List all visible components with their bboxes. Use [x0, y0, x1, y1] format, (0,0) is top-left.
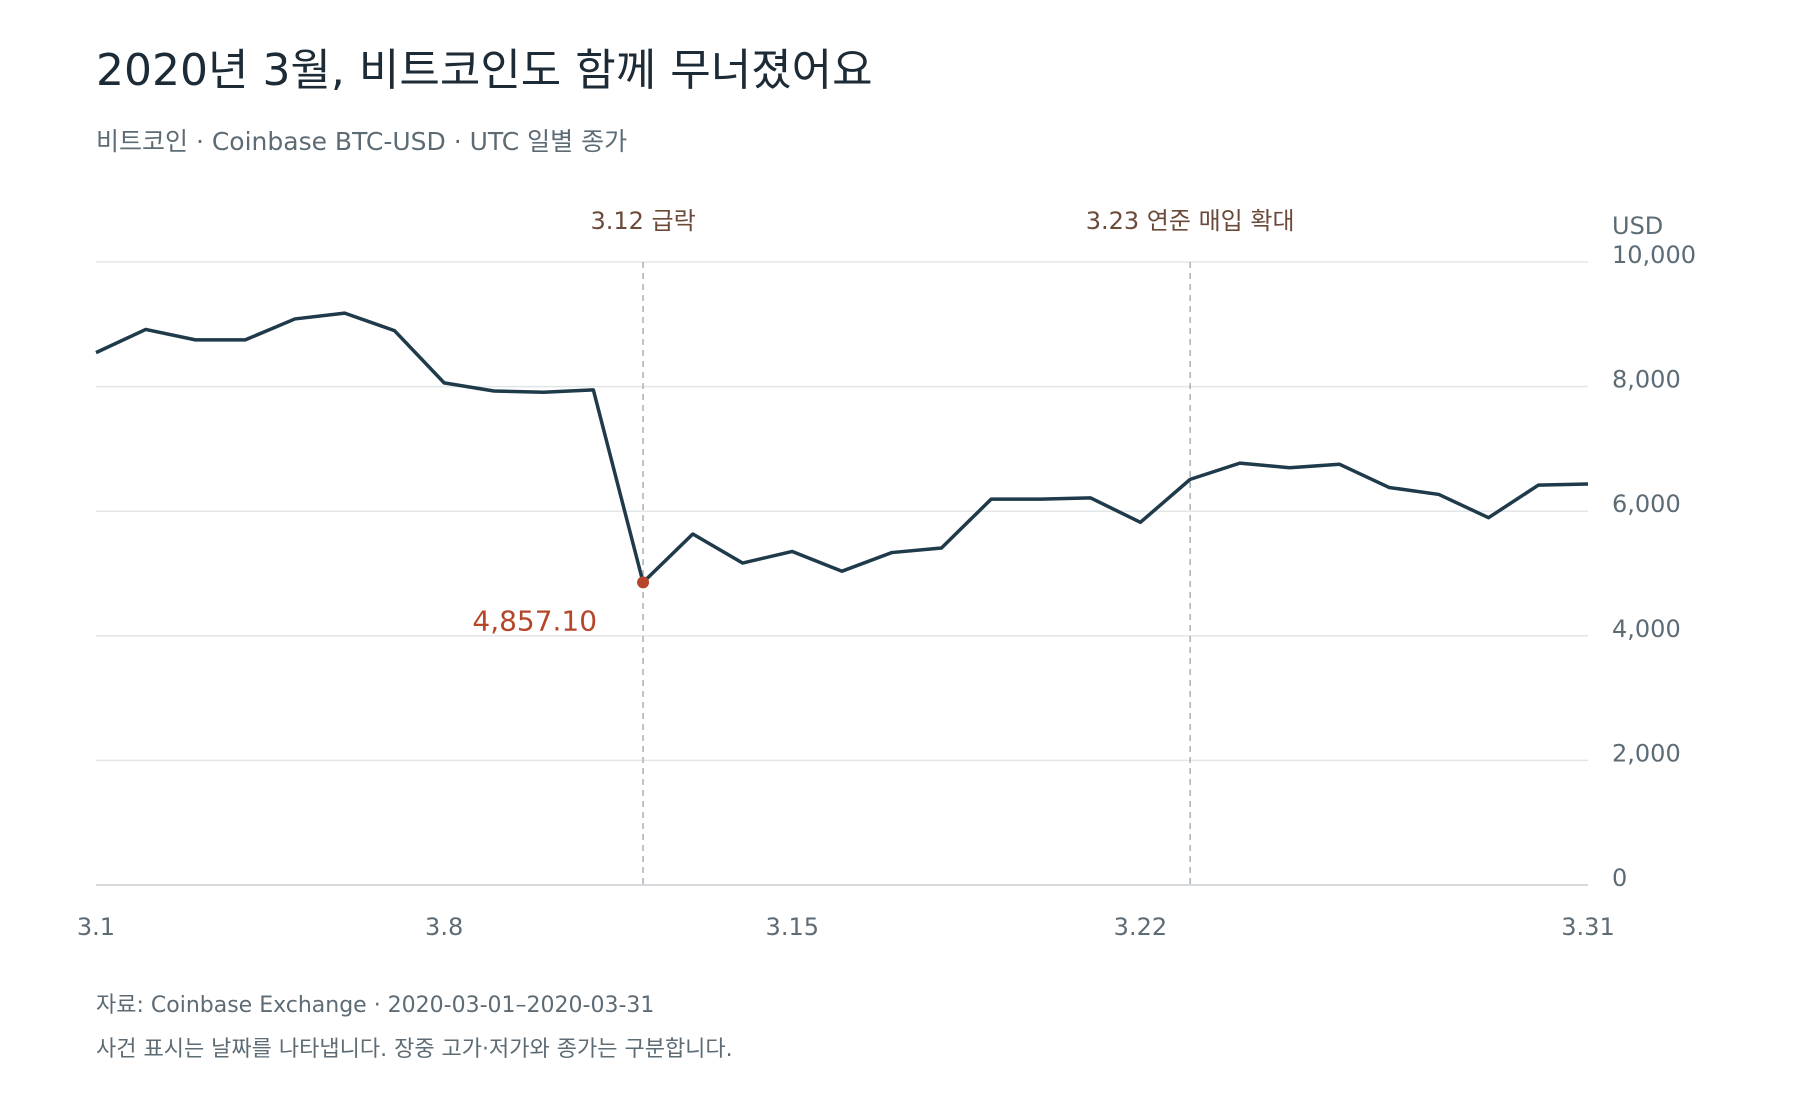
chart-title: 2020년 3월, 비트코인도 함께 무너졌어요: [96, 45, 873, 96]
y-tick-label: 0: [1612, 864, 1627, 892]
event-label: 3.12 급락: [590, 207, 695, 235]
price-line: [95, 311, 1589, 585]
y-tick-label: 8,000: [1612, 366, 1681, 394]
x-tick-label: 3.1: [77, 913, 115, 941]
x-tick-label: 3.22: [1114, 913, 1167, 941]
highlight-point: [637, 576, 650, 589]
source: 자료: Coinbase Exchange · 2020-03-01–2020-…: [96, 993, 654, 1018]
note: 사건 표시는 날짜를 나타냅니다. 장중 고가·저가와 종가는 구분합니다.: [96, 1037, 733, 1062]
y-tick-label: 10,000: [1612, 241, 1696, 269]
y-tick-label: 4,000: [1612, 615, 1681, 643]
y-tick-label: 6,000: [1612, 490, 1681, 518]
x-tick-label: 3.8: [425, 913, 463, 941]
chart-subtitle: 비트코인 · Coinbase BTC-USD · UTC 일별 종가: [96, 127, 627, 156]
data-label: 4,857.10: [472, 604, 597, 637]
y-axis-label: USD: [1612, 212, 1663, 240]
event-label: 3.23 연준 매입 확대: [1086, 207, 1295, 235]
y-tick-label: 2,000: [1612, 739, 1681, 767]
x-tick-label: 3.31: [1561, 913, 1614, 941]
x-tick-label: 3.15: [766, 913, 819, 941]
